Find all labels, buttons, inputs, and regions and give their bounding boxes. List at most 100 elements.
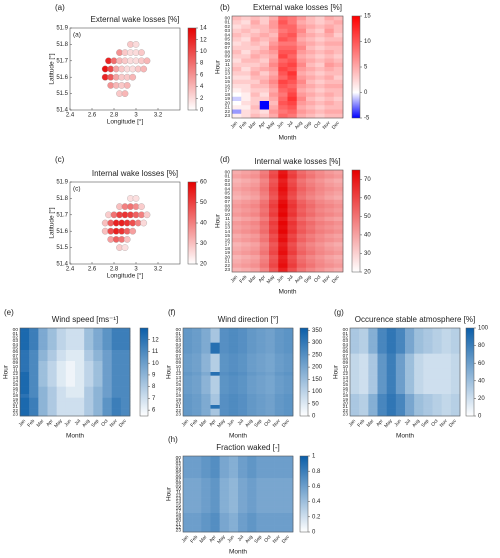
heat-cell <box>29 412 39 417</box>
x-tick-label: Dec <box>281 418 291 429</box>
heat-cell <box>386 372 397 376</box>
heat-cell <box>241 45 251 51</box>
heat-cell <box>102 412 112 417</box>
heat-cell <box>450 390 461 395</box>
heat-cell <box>241 178 251 184</box>
heat-cell <box>278 212 288 218</box>
heat-cell <box>296 178 307 184</box>
heat-cell <box>102 401 112 406</box>
heat-cell <box>241 170 251 175</box>
y-tick-label: 08 <box>13 356 19 362</box>
y-tick-label: 15 <box>225 79 231 85</box>
heat-cell <box>29 339 39 343</box>
heat-cell <box>210 379 220 384</box>
y-tick-label: 16 <box>13 386 19 392</box>
heat-cell <box>395 339 406 343</box>
heat-cell <box>259 208 270 213</box>
y-tick-label: 06 <box>176 474 182 480</box>
heat-cell <box>405 383 415 387</box>
heat-cell <box>232 212 242 218</box>
x-tick-label: Dec <box>448 418 458 429</box>
heat-cell <box>405 350 415 354</box>
y-tick-label: 03 <box>13 338 19 344</box>
heat-cell <box>232 109 242 115</box>
heat-cell <box>405 401 415 406</box>
heat-cell <box>405 353 415 358</box>
heat-cell <box>441 386 452 391</box>
y-tick-label: 00 <box>225 15 231 21</box>
heat-cell <box>120 408 131 413</box>
heat-cell <box>38 390 48 395</box>
heat-cell <box>306 84 316 89</box>
x-tick-label: Apr <box>45 418 55 428</box>
heat-cell <box>247 497 257 501</box>
heat-cell <box>210 522 220 526</box>
heat-cell <box>283 484 294 488</box>
heat-cell <box>423 379 433 384</box>
heat-cell <box>238 459 248 463</box>
y-tick-label: 02 <box>225 24 231 30</box>
heat-cell <box>274 386 285 391</box>
heat-cell <box>102 390 112 395</box>
heat-cell <box>75 368 85 373</box>
heat-cell <box>259 45 270 51</box>
colorbar-tick-label: 6 <box>152 408 156 414</box>
heat-cell <box>333 216 344 222</box>
heat-cell <box>259 58 270 64</box>
heat-cell <box>47 335 57 340</box>
heat-cell <box>241 58 251 64</box>
heat-cell <box>450 353 461 358</box>
heat-cell <box>247 513 257 517</box>
heat-cell <box>219 478 230 482</box>
x-tick-label: Jan <box>18 418 28 428</box>
heat-cell <box>247 525 257 530</box>
heat-cell <box>359 350 369 354</box>
heat-cell <box>120 379 131 384</box>
y-tick-label: 12 <box>225 220 231 226</box>
heat-cell <box>296 267 307 273</box>
heat-cell <box>183 468 193 473</box>
heat-cell <box>265 471 275 476</box>
heat-cell <box>259 246 270 252</box>
heat-cell <box>75 342 85 347</box>
turbine <box>123 82 131 89</box>
heat-cell <box>256 500 266 504</box>
heat-cell <box>38 401 48 406</box>
heat-cell <box>350 328 360 332</box>
heat-cell <box>274 401 285 406</box>
heat-cell <box>333 84 344 89</box>
heat-cell <box>47 372 57 376</box>
heat-cell <box>377 412 387 417</box>
heat-cell <box>432 405 442 409</box>
heat-cell <box>75 372 85 376</box>
heat-cell <box>183 456 193 460</box>
heat-cell <box>250 28 261 34</box>
heat-cell <box>219 471 230 476</box>
heat-cell <box>47 390 57 395</box>
heat-cell <box>84 379 94 384</box>
heat-cell <box>47 331 57 336</box>
heat-cell <box>315 113 325 119</box>
heat-cell <box>201 375 211 380</box>
heat-cell <box>210 481 220 485</box>
heat-cell <box>259 109 270 115</box>
heat-cell <box>377 331 387 336</box>
turbine <box>140 65 148 73</box>
heat-cell <box>201 468 211 473</box>
heat-cell <box>241 233 251 239</box>
heat-cell <box>265 364 275 369</box>
heat-cell <box>368 364 378 369</box>
y-tick-label: 07 <box>343 353 349 359</box>
x-tick-label: 2.4 <box>66 267 75 273</box>
heat-cell <box>29 353 39 358</box>
heat-cell <box>192 468 202 473</box>
heat-cell <box>278 216 288 222</box>
heat-cell <box>350 394 360 398</box>
heat-cell <box>265 331 275 336</box>
heat-cell <box>315 187 325 192</box>
heat-cell <box>377 364 387 369</box>
heat-cell <box>201 357 211 362</box>
heat-cell <box>350 386 360 391</box>
heat-cell <box>256 379 266 384</box>
heat-cell <box>296 109 307 115</box>
